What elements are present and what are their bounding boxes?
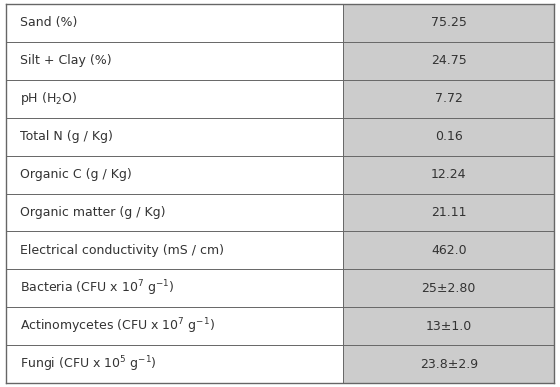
Text: pH (H$_2$O): pH (H$_2$O) <box>20 90 77 107</box>
Bar <box>6 4 343 42</box>
Text: 25±2.80: 25±2.80 <box>422 282 476 295</box>
Bar <box>343 269 554 307</box>
Bar <box>343 42 554 80</box>
Text: Electrical conductivity (mS / cm): Electrical conductivity (mS / cm) <box>20 244 223 257</box>
Bar <box>343 194 554 231</box>
Text: 7.72: 7.72 <box>435 92 463 105</box>
Bar <box>6 307 343 345</box>
Bar <box>343 156 554 194</box>
Text: 75.25: 75.25 <box>431 16 466 29</box>
Text: Fungi (CFU x $10^5$ g$^{-1}$): Fungi (CFU x $10^5$ g$^{-1}$) <box>20 354 156 374</box>
Text: 0.16: 0.16 <box>435 130 463 143</box>
Bar <box>6 269 343 307</box>
Bar <box>343 231 554 269</box>
Bar <box>6 42 343 80</box>
Bar <box>6 231 343 269</box>
Text: 21.11: 21.11 <box>431 206 466 219</box>
Bar <box>6 118 343 156</box>
Text: Organic matter (g / Kg): Organic matter (g / Kg) <box>20 206 165 219</box>
Bar <box>343 80 554 118</box>
Text: Total N (g / Kg): Total N (g / Kg) <box>20 130 113 143</box>
Bar <box>6 80 343 118</box>
Text: Organic C (g / Kg): Organic C (g / Kg) <box>20 168 132 181</box>
Text: 24.75: 24.75 <box>431 54 466 67</box>
Text: 462.0: 462.0 <box>431 244 466 257</box>
Bar <box>343 4 554 42</box>
Bar <box>343 307 554 345</box>
Bar <box>343 345 554 383</box>
Text: 13±1.0: 13±1.0 <box>426 320 472 333</box>
Bar <box>6 194 343 231</box>
Text: 12.24: 12.24 <box>431 168 466 181</box>
Text: 23.8±2.9: 23.8±2.9 <box>419 358 478 371</box>
Bar <box>6 345 343 383</box>
Text: Bacteria (CFU x $10^7$ g$^{-1}$): Bacteria (CFU x $10^7$ g$^{-1}$) <box>20 279 174 298</box>
Bar <box>6 156 343 194</box>
Bar <box>343 118 554 156</box>
Text: Silt + Clay (%): Silt + Clay (%) <box>20 54 111 67</box>
Text: Sand (%): Sand (%) <box>20 16 77 29</box>
Text: Actinomycetes (CFU x $10^7$ g$^{-1}$): Actinomycetes (CFU x $10^7$ g$^{-1}$) <box>20 317 214 336</box>
